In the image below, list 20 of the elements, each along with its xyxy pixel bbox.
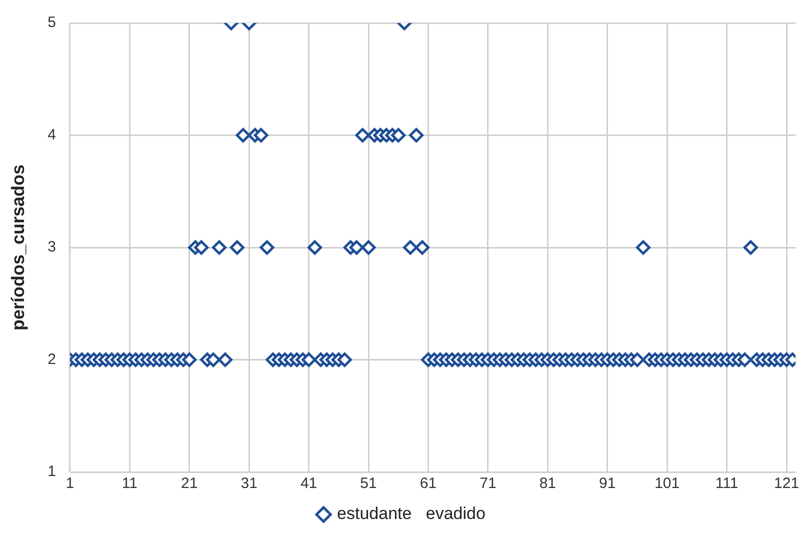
- y-axis-title: períodos_cursados: [8, 164, 28, 331]
- x-tick-label: 11: [122, 475, 138, 492]
- x-tick-label: 81: [539, 475, 556, 492]
- y-tick-label: 3: [48, 238, 56, 256]
- y-tick-label: 4: [48, 126, 56, 144]
- x-tick-label: 71: [480, 475, 496, 492]
- legend-label: estudante evadido: [337, 504, 486, 524]
- x-tick-label: 41: [300, 475, 318, 492]
- x-tick-label: 91: [599, 475, 616, 492]
- x-tick-label: 51: [360, 475, 377, 492]
- y-tick-label: 1: [48, 463, 56, 480]
- x-tick-label: 61: [420, 475, 437, 492]
- y-tick-label: 2: [48, 350, 56, 368]
- y-tick-label: 5: [48, 14, 56, 32]
- x-tick-label: 1: [66, 475, 74, 492]
- x-tick-label: 31: [240, 475, 258, 492]
- x-tick-label: 121: [774, 475, 800, 492]
- x-tick-label: 21: [181, 475, 198, 492]
- x-tick-label: 101: [654, 475, 680, 492]
- x-tick-label: 111: [715, 475, 738, 492]
